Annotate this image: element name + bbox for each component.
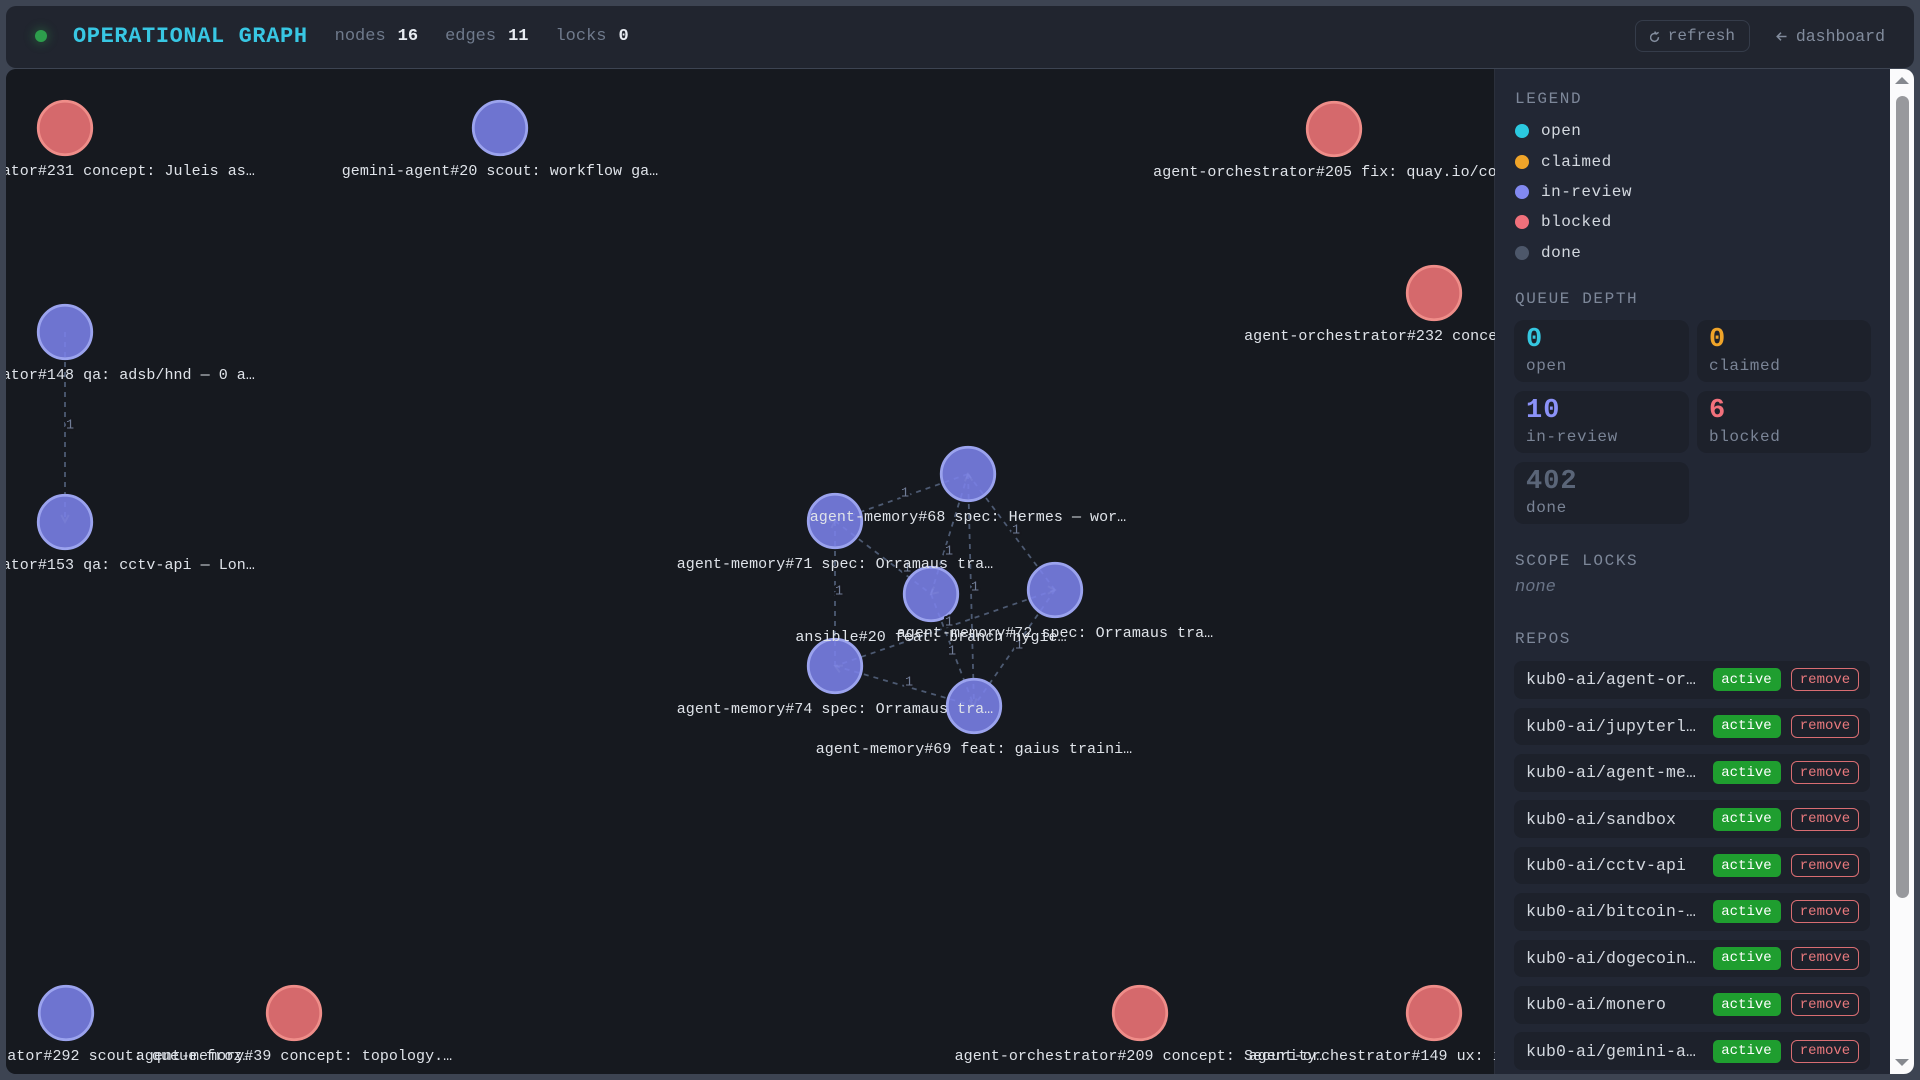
svg-text:agent-orchestrator#232 concept: agent-orchestrator#232 concept: topology… xyxy=(1244,328,1495,345)
svg-text:1: 1 xyxy=(905,676,913,691)
svg-text:agent-memory#68 spec: Hermes —: agent-memory#68 spec: Hermes — wor… xyxy=(810,509,1126,526)
svg-text:1: 1 xyxy=(901,487,909,502)
svg-text:ansible#20 feat: branch hygie…: ansible#20 feat: branch hygie… xyxy=(795,629,1066,646)
svg-text:gemini-agent#20 scout: workflo: gemini-agent#20 scout: workflow ga… xyxy=(342,163,658,180)
svg-text:agent-orchestrator#149 ux: imp: agent-orchestrator#149 ux: improve dashb… xyxy=(1249,1048,1495,1065)
svg-text:1: 1 xyxy=(945,616,953,631)
svg-text:agent-orchestrator#153 qa: cct: agent-orchestrator#153 qa: cctv-api — Lo… xyxy=(6,557,255,574)
svg-text:agent-orchestrator#231 concept: agent-orchestrator#231 concept: Juleis a… xyxy=(6,163,255,180)
svg-text:agent-orchestrator#205 fix: qu: agent-orchestrator#205 fix: quay.io/con… xyxy=(1153,164,1495,181)
svg-text:1: 1 xyxy=(948,645,956,660)
svg-text:agent-orchestrator#209 concept: agent-orchestrator#209 concept: Security… xyxy=(955,1048,1326,1065)
svg-text:agent-orchestrator#148 qa: ads: agent-orchestrator#148 qa: adsb/hnd — 0 … xyxy=(6,367,255,384)
svg-text:1: 1 xyxy=(971,581,979,596)
svg-text:agent-memory#71 spec: Orramaus: agent-memory#71 spec: Orramaus tra… xyxy=(677,556,993,573)
svg-text:1: 1 xyxy=(835,585,843,600)
svg-text:agent-orchestrator#292 scout:: agent-orchestrator#292 scout: queue froz… xyxy=(6,1048,251,1065)
svg-text:agent-memory#72 spec: Orramaus: agent-memory#72 spec: Orramaus tra… xyxy=(897,625,1213,642)
svg-text:agent-memory#69 feat: gaius tr: agent-memory#69 feat: gaius traini… xyxy=(816,741,1132,758)
svg-text:agent-memory#74 spec: Orramaus: agent-memory#74 spec: Orramaus tra… xyxy=(677,701,993,718)
svg-text:1: 1 xyxy=(945,545,953,560)
svg-text:1: 1 xyxy=(66,419,74,434)
svg-text:1: 1 xyxy=(1015,639,1023,654)
svg-text:1: 1 xyxy=(903,562,911,577)
svg-text:1: 1 xyxy=(1012,524,1020,539)
svg-text:agent-memory#39 concept: topol: agent-memory#39 concept: topology.… xyxy=(136,1048,452,1065)
